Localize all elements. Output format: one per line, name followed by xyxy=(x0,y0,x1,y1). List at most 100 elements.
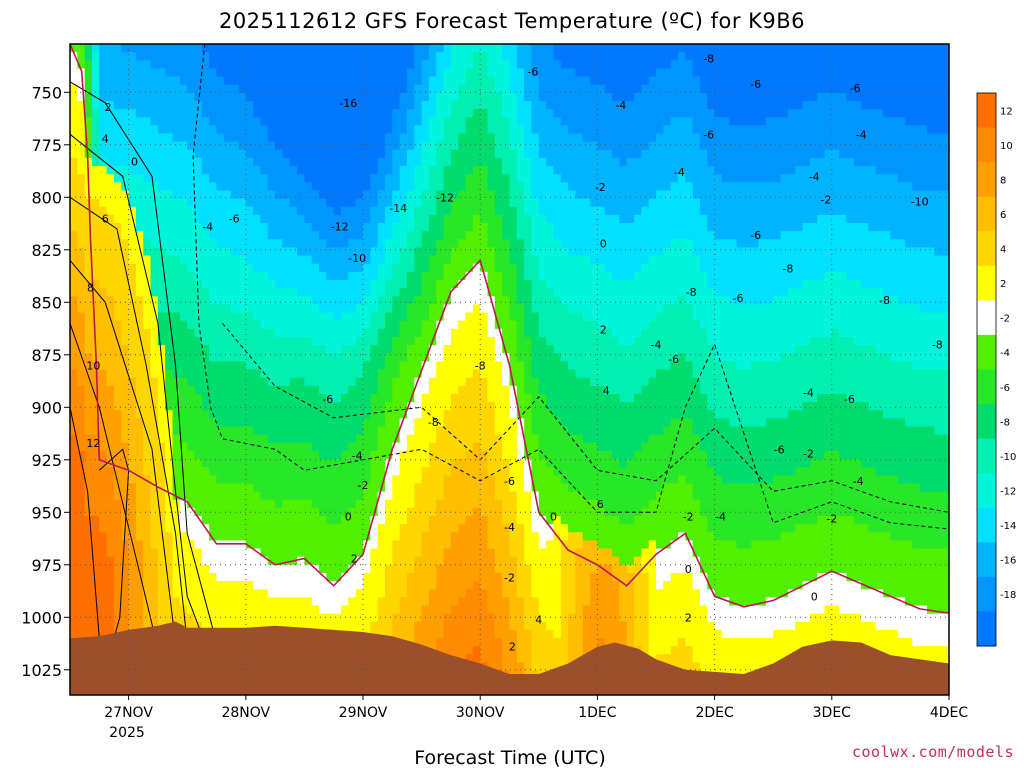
temperature-cell xyxy=(421,125,430,135)
temperature-cell xyxy=(311,206,320,216)
temperature-cell xyxy=(297,109,305,118)
temperature-cell xyxy=(99,507,108,517)
temperature-cell xyxy=(487,629,496,639)
temperature-cell xyxy=(128,621,137,631)
temperature-cell xyxy=(253,556,262,566)
temperature-cell xyxy=(428,581,437,590)
temperature-cell xyxy=(121,393,130,403)
temperature-cell xyxy=(450,157,459,167)
temperature-cell xyxy=(399,402,408,411)
temperature-cell xyxy=(480,467,489,476)
temperature-cell xyxy=(201,92,210,102)
temperature-cell xyxy=(348,182,357,192)
temperature-cell xyxy=(223,263,232,273)
temperature-cell xyxy=(113,223,122,232)
temperature-cell xyxy=(231,515,240,525)
temperature-cell xyxy=(494,434,503,444)
temperature-cell xyxy=(333,304,342,314)
temperature-cell xyxy=(311,279,320,289)
temperature-cell xyxy=(135,524,144,533)
temperature-cell xyxy=(458,613,467,623)
temperature-cell xyxy=(245,499,254,509)
temperature-cell xyxy=(84,589,93,598)
temperature-cell xyxy=(341,76,349,86)
temperature-cell xyxy=(172,279,181,289)
temperature-cell xyxy=(502,589,511,598)
temperature-cell xyxy=(450,263,459,273)
temperature-cell xyxy=(297,304,305,314)
temperature-cell xyxy=(245,166,254,175)
temperature-cell xyxy=(502,572,511,582)
temperature-cell xyxy=(458,206,467,216)
temperature-cell xyxy=(165,442,174,452)
temperature-cell xyxy=(326,613,335,623)
temperature-cell xyxy=(172,605,181,615)
temperature-cell xyxy=(289,361,298,371)
temperature-cell xyxy=(516,247,525,257)
temperature-cell xyxy=(121,581,130,590)
temperature-cell xyxy=(275,157,284,167)
temperature-cell xyxy=(91,328,100,338)
temperature-cell xyxy=(187,288,196,297)
temperature-cell xyxy=(333,361,342,371)
temperature-cell xyxy=(289,507,298,517)
temperature-cell xyxy=(99,174,108,183)
temperature-cell xyxy=(450,100,459,110)
temperature-cell xyxy=(201,320,210,330)
temperature-cell xyxy=(458,328,467,338)
temperature-cell xyxy=(436,361,445,371)
temperature-cell xyxy=(370,157,379,167)
temperature-cell xyxy=(421,288,430,297)
temperature-cell xyxy=(187,231,196,240)
temperature-cell xyxy=(480,654,489,664)
temperature-cell xyxy=(487,613,496,623)
temperature-cell xyxy=(121,564,130,574)
temperature-cell xyxy=(238,548,247,558)
temperature-cell xyxy=(201,263,210,273)
temperature-cell xyxy=(121,385,130,395)
temperature-cell xyxy=(494,540,503,550)
temperature-cell xyxy=(384,442,393,452)
temperature-cell xyxy=(113,361,122,371)
temperature-cell xyxy=(194,231,203,240)
temperature-cell xyxy=(363,475,371,485)
temperature-cell xyxy=(341,426,349,436)
temperature-cell xyxy=(187,182,196,192)
temperature-cell xyxy=(480,117,489,126)
temperature-cell xyxy=(150,255,159,265)
temperature-cell xyxy=(275,361,284,371)
temperature-cell xyxy=(165,247,174,257)
temperature-cell xyxy=(480,92,489,102)
temperature-cell xyxy=(260,353,269,362)
temperature-cell xyxy=(157,214,166,224)
temperature-cell xyxy=(355,515,364,525)
temperature-cell xyxy=(275,524,284,533)
temperature-cell xyxy=(392,581,401,590)
temperature-cell xyxy=(304,166,313,175)
temperature-cell xyxy=(341,223,349,232)
temperature-cell xyxy=(458,320,467,330)
temperature-cell xyxy=(414,190,423,200)
temperature-cell xyxy=(238,125,247,135)
temperature-cell xyxy=(355,564,364,574)
temperature-cell xyxy=(209,361,218,371)
temperature-cell xyxy=(194,418,203,428)
temperature-cell xyxy=(311,467,320,476)
temperature-cell xyxy=(421,402,430,411)
temperature-cell xyxy=(297,418,305,428)
temperature-cell xyxy=(443,92,452,102)
temperature-cell xyxy=(421,247,430,257)
temperature-cell xyxy=(443,84,452,94)
temperature-cell xyxy=(135,353,144,362)
temperature-cell xyxy=(150,84,159,94)
temperature-cell xyxy=(428,467,437,476)
temperature-cell xyxy=(223,223,232,232)
temperature-cell xyxy=(187,483,196,493)
temperature-cell xyxy=(245,44,254,53)
temperature-cell xyxy=(421,328,430,338)
temperature-cell xyxy=(414,157,423,167)
temperature-cell xyxy=(267,76,276,86)
temperature-cell xyxy=(245,418,254,428)
temperature-cell xyxy=(172,345,181,354)
temperature-cell xyxy=(172,296,181,305)
